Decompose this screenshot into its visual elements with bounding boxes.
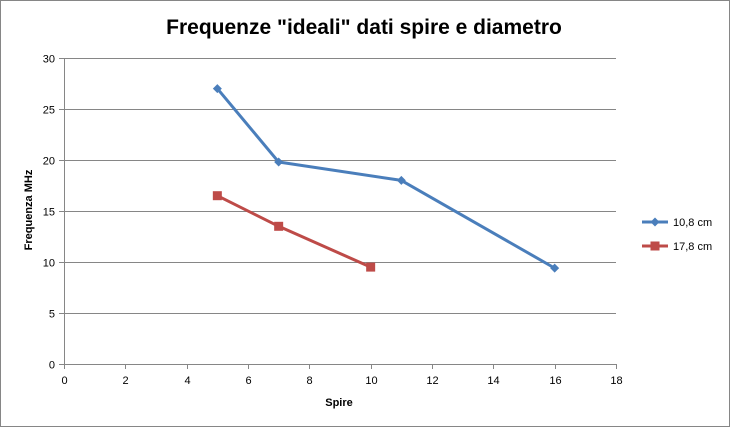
legend-item-1: 10,8 cm xyxy=(642,217,712,229)
data-point-diamond xyxy=(274,157,284,167)
legend-label: 10,8 cm xyxy=(673,217,712,229)
series-line xyxy=(216,87,556,270)
x-tick-labels: 0 2 4 6 8 10 12 14 16 18 xyxy=(61,375,622,387)
legend-label: 17,8 cm xyxy=(673,241,712,253)
data-point-square xyxy=(650,241,660,251)
y-tick-label: 5 xyxy=(49,309,55,321)
data-point-diamond xyxy=(550,263,560,273)
y-tick-label: 30 xyxy=(43,54,55,66)
x-tick-label: 18 xyxy=(610,375,622,387)
y-tick-label: 0 xyxy=(49,360,55,372)
y-tick-label: 10 xyxy=(43,258,55,270)
y-tick-label: 25 xyxy=(43,105,55,117)
x-tick-label: 8 xyxy=(306,375,312,387)
x-tick-label: 6 xyxy=(245,375,251,387)
data-point-square xyxy=(274,221,284,231)
legend: 10,8 cm 17,8 cm xyxy=(642,217,712,253)
gridlines xyxy=(64,58,616,314)
x-tick-label: 14 xyxy=(487,375,499,387)
y-tick-label: 20 xyxy=(43,156,55,168)
x-axis-label: Spire xyxy=(325,397,353,409)
data-point-diamond xyxy=(212,84,222,94)
series-2 xyxy=(212,191,376,272)
x-tick-label: 10 xyxy=(365,375,377,387)
axes xyxy=(59,58,617,369)
chart-title: Frequenze "ideali" dati spire e diametro xyxy=(166,16,562,39)
y-axis-label: Frequenza MHz xyxy=(23,169,35,250)
legend-item-2: 17,8 cm xyxy=(642,241,712,253)
y-tick-label: 15 xyxy=(43,207,55,219)
x-tick-label: 16 xyxy=(549,375,561,387)
plot-area-series xyxy=(212,84,560,273)
x-tick-label: 12 xyxy=(426,375,438,387)
y-tick-labels: 0 5 10 15 20 25 30 xyxy=(43,54,55,372)
data-point-diamond xyxy=(396,175,406,185)
series-1 xyxy=(212,84,560,273)
data-point-square xyxy=(212,191,222,201)
series-line xyxy=(216,194,372,269)
x-tick-label: 2 xyxy=(122,375,128,387)
data-point-diamond xyxy=(650,217,660,227)
x-tick-label: 0 xyxy=(61,375,67,387)
x-tick-label: 4 xyxy=(184,375,190,387)
data-point-square xyxy=(366,262,376,272)
